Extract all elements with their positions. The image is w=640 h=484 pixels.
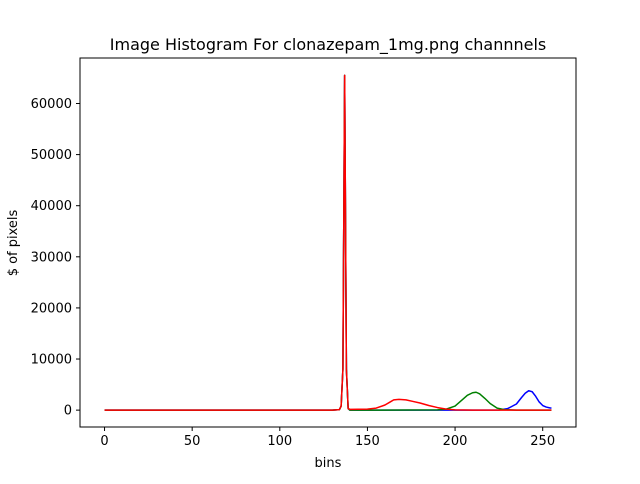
chart-title: Image Histogram For clonazepam_1mg.png c… [110, 35, 546, 55]
y-tick-label: 20000 [31, 301, 72, 316]
y-axis-label: $ of pixels [6, 209, 21, 276]
x-tick-label: 100 [267, 434, 292, 449]
x-tick-label: 200 [443, 434, 468, 449]
series-layer [104, 74, 552, 411]
series-line-2 [104, 74, 552, 411]
x-tick-label: 50 [184, 434, 201, 449]
series-line-1 [104, 74, 552, 411]
y-tick-label: 10000 [31, 353, 72, 368]
x-tick-label: 150 [355, 434, 380, 449]
x-axis-ticks: 0 50 100 150 200 250 [100, 427, 555, 449]
x-tick-label: 250 [530, 434, 555, 449]
y-tick-label: 50000 [31, 148, 72, 163]
y-axis-ticks: 0 10000 20000 30000 40000 50000 60000 [31, 97, 80, 419]
y-tick-label: 60000 [31, 97, 72, 112]
y-tick-label: 0 [64, 404, 72, 419]
y-tick-label: 40000 [31, 199, 72, 214]
y-tick-label: 30000 [31, 250, 72, 265]
x-axis-label: bins [315, 456, 342, 471]
x-tick-label: 0 [100, 434, 108, 449]
series-line-0 [104, 74, 552, 411]
plot-frame [79, 57, 577, 428]
